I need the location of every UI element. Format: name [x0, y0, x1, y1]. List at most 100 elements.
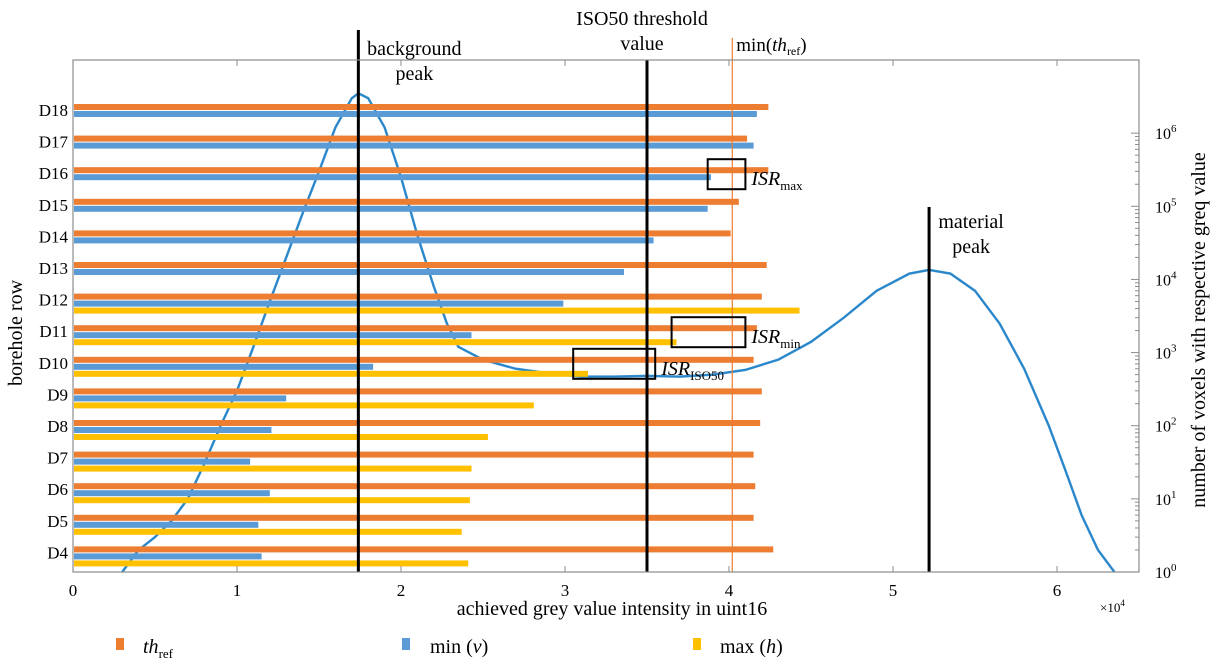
annotation-layer: ISRmax ISRmin ISRISO50: [572, 158, 803, 383]
bar-d18-th-ref: [74, 104, 769, 110]
bar-d5-th-ref: [74, 514, 754, 521]
y-tick-label: D18: [39, 101, 68, 120]
y-tick-label: D10: [39, 354, 68, 373]
legend-swatch-th-ref: [116, 638, 124, 650]
vline-label-min-th-ref: min(thref): [736, 35, 806, 58]
bar-d11-min-v: [74, 332, 472, 339]
x-tick-label: 6: [1053, 581, 1062, 600]
y-tick-label: D8: [47, 417, 68, 436]
bar-d5-min-v: [74, 521, 259, 528]
bar-d9-min-v: [74, 395, 287, 402]
bar-d13-min-v: [74, 269, 625, 275]
y2-tick-label: 105: [1155, 196, 1177, 216]
x-tick-label: 4: [725, 581, 734, 600]
bar-d10-th-ref: [74, 356, 754, 363]
annotation-label-isr-iso50: ISRISO50: [660, 358, 724, 383]
x-multiplier-exp: 4: [1120, 598, 1125, 608]
plot-frame: [72, 59, 1140, 573]
bar-d8-max-h: [74, 434, 488, 440]
y-tick-label: D15: [39, 196, 68, 215]
y-tick-label: D17: [39, 133, 69, 152]
bar-d9-max-h: [74, 402, 534, 409]
bar-d8-th-ref: [74, 420, 761, 426]
vline-label-iso50-threshold: ISO50 threshold: [576, 8, 708, 30]
y-axis-label: borehole row: [5, 279, 27, 386]
annotation-box-isr-max: [706, 158, 747, 191]
y2-tick-label: 103: [1155, 343, 1177, 363]
annotation-box-isr-min: [670, 316, 747, 349]
bar-d6-max-h: [74, 497, 470, 504]
x-axis-label: achieved grey value intensity in uint16: [457, 598, 767, 620]
x-tick-label: 3: [561, 581, 570, 600]
bar-d10-max-h: [74, 370, 588, 377]
legend-swatch-max-h: [693, 638, 701, 650]
axis-layer: D18 D17 D16 D15 D14 D13 D12 D11 D10 D9 D8 D7 D6 D5 D40…: [39, 59, 1177, 600]
bar-d4-th-ref: [74, 546, 774, 553]
y-tick-label: D5: [47, 512, 68, 531]
legend-item-min-v[interactable]: min (v): [402, 636, 488, 658]
bar-d17-min-v: [74, 142, 754, 149]
vline-layer: background peak ISO50 threshold value materi…: [356, 8, 1004, 572]
bar-d12-th-ref: [74, 293, 762, 300]
legend-label-th-ref: thref: [143, 636, 174, 661]
bar-d15-th-ref: [74, 198, 739, 205]
y2-tick-label: 104: [1155, 269, 1177, 289]
legend-item-max-h[interactable]: max (h): [693, 636, 783, 658]
bar-d5-max-h: [74, 528, 462, 535]
bar-d6-th-ref: [74, 483, 756, 490]
bar-d17-th-ref: [74, 135, 748, 142]
bar-d10-min-v: [74, 363, 374, 370]
bar-d13-th-ref: [74, 262, 767, 268]
annotation-box-isr-iso50: [572, 347, 657, 380]
legend-label-max-h: max (h): [720, 636, 783, 658]
y-tick-label: D14: [39, 227, 69, 246]
bar-d4-min-v: [74, 553, 262, 560]
legend-item-th-ref[interactable]: thref: [116, 636, 174, 661]
y2-tick-label: 101: [1155, 489, 1177, 509]
legend-swatch-min-v: [402, 638, 410, 650]
y-tick-label: D11: [39, 322, 68, 341]
x-tick-label: 2: [397, 581, 406, 600]
bar-d7-th-ref: [74, 451, 754, 458]
bar-d12-min-v: [74, 300, 564, 307]
x-multiplier-base: ×10: [1100, 600, 1120, 615]
bar-d4-max-h: [74, 560, 469, 567]
bar-d15-min-v: [74, 205, 708, 212]
y-tick-label: D13: [39, 259, 68, 278]
x-multiplier: ×104: [1100, 598, 1125, 615]
y-tick-label: D12: [39, 291, 68, 310]
vline-label-material-peak: material: [938, 211, 1004, 233]
y-tick-label: D7: [47, 449, 68, 468]
y-tick-label: D9: [47, 385, 68, 404]
bar-d9-th-ref: [74, 388, 762, 395]
y-tick-label: D16: [39, 164, 68, 183]
y2-tick-label: 100: [1155, 562, 1177, 582]
bar-d16-th-ref: [74, 167, 769, 174]
annotation-label-isr-max: ISRmax: [750, 168, 803, 193]
bar-d11-max-h: [74, 339, 677, 346]
bar-d6-min-v: [74, 490, 270, 497]
bar-d11-th-ref: [74, 325, 757, 332]
bar-d7-min-v: [74, 458, 251, 465]
annotation-label-isr-min: ISRmin: [750, 326, 801, 351]
bar-d16-min-v: [74, 174, 711, 181]
bar-layer: [74, 104, 800, 567]
x-tick-label: 1: [233, 581, 242, 600]
y2-tick-label: 106: [1155, 123, 1177, 143]
bar-d7-max-h: [74, 465, 472, 472]
bar-d14-th-ref: [74, 230, 731, 237]
y-tick-label: D6: [47, 480, 68, 499]
legend-label-min-v: min (v): [430, 636, 488, 658]
bar-d8-min-v: [74, 427, 272, 433]
vline-label-material-peak: peak: [952, 236, 990, 258]
legend: thref min (v) max (h): [116, 636, 783, 661]
x-tick-label: 5: [889, 581, 898, 600]
vline-label-background-peak: background: [367, 38, 461, 60]
vline-label-iso50-threshold: value: [620, 33, 663, 55]
bar-d12-max-h: [74, 307, 800, 314]
x-tick-label: 0: [69, 581, 78, 600]
bar-d14-min-v: [74, 237, 654, 244]
bar-d18-min-v: [74, 111, 757, 117]
y2-tick-label: 102: [1155, 416, 1177, 436]
